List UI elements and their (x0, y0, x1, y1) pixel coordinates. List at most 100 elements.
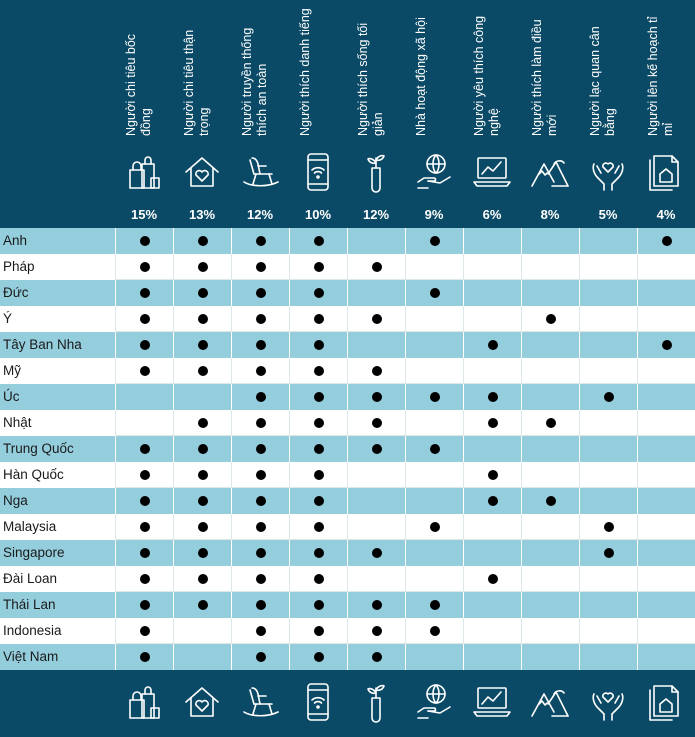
table-cell (173, 514, 231, 540)
table-cell (173, 306, 231, 332)
table-cell (347, 488, 405, 514)
mark-dot (314, 418, 324, 428)
table-row: Mỹ (0, 358, 695, 384)
table-cell (521, 436, 579, 462)
table-cell (463, 280, 521, 306)
column-percent: 8% (540, 207, 560, 222)
table-cell (521, 280, 579, 306)
column-percent: 13% (188, 207, 216, 222)
table-row: Tây Ban Nha (0, 332, 695, 358)
smartphone-wifi-icon (298, 150, 338, 194)
country-label: Malaysia (3, 519, 57, 534)
table-cell (289, 306, 347, 332)
country-label: Đài Loan (3, 571, 58, 586)
column-header: Người thích làm điều mới 8% (521, 0, 579, 228)
table-cell (231, 566, 289, 592)
table-cell (463, 618, 521, 644)
mark-dot (314, 496, 324, 506)
column-percent: 12% (362, 207, 390, 222)
table-cell (405, 228, 463, 254)
table-cell (231, 514, 289, 540)
country-label: Mỹ (3, 363, 21, 378)
table-cell (463, 358, 521, 384)
mark-dot (198, 314, 208, 324)
documents-home-icon (646, 150, 686, 194)
table-cell (521, 540, 579, 566)
table-cell (579, 436, 637, 462)
table-cell (347, 462, 405, 488)
mark-dot (314, 470, 324, 480)
table-cell (115, 280, 173, 306)
table-cell (405, 332, 463, 358)
mark-dot (140, 574, 150, 584)
table-cell (289, 358, 347, 384)
mark-dot (140, 626, 150, 636)
table-cell (637, 332, 695, 358)
mark-dot (430, 236, 440, 246)
mark-dot (140, 470, 150, 480)
mark-dot (314, 522, 324, 532)
table-cell (231, 358, 289, 384)
mark-dot (256, 652, 266, 662)
table-cell (637, 280, 695, 306)
table-cell (115, 644, 173, 670)
mountains-icon (530, 680, 570, 724)
table-cell (173, 462, 231, 488)
column-label: Người yêu thích công nghệ (472, 15, 501, 136)
mark-dot (140, 444, 150, 454)
column-header: Người thích sống tối giản 12% (347, 0, 405, 228)
column-percent: 5% (598, 207, 618, 222)
table-row: Indonesia (0, 618, 695, 644)
table-cell (115, 540, 173, 566)
table-cell (347, 618, 405, 644)
mark-dot (256, 366, 266, 376)
mark-dot (488, 418, 498, 428)
table-cell (231, 618, 289, 644)
table-cell (347, 644, 405, 670)
table-cell (115, 592, 173, 618)
table-cell (637, 410, 695, 436)
table-cell (405, 514, 463, 540)
table-cell (231, 644, 289, 670)
column-header: Người chi tiêu thận trọng 13% (173, 0, 231, 228)
mark-dot (314, 626, 324, 636)
mark-dot (662, 340, 672, 350)
country-label: Tây Ban Nha (3, 337, 82, 352)
mark-dot (662, 236, 672, 246)
table-cell (115, 254, 173, 280)
sprout-tube-icon (356, 150, 396, 194)
table-cell (115, 306, 173, 332)
shopping-bags-icon (124, 150, 164, 194)
mark-dot (372, 626, 382, 636)
table-cell (637, 644, 695, 670)
country-label: Trung Quốc (3, 441, 74, 456)
mark-dot (256, 626, 266, 636)
column-percent: 10% (304, 207, 332, 222)
mark-dot (314, 314, 324, 324)
hands-heart-icon (588, 680, 628, 724)
table-cell (173, 228, 231, 254)
table-row: Đài Loan (0, 566, 695, 592)
table-cell (637, 540, 695, 566)
table-cell (347, 436, 405, 462)
table-cell (637, 358, 695, 384)
table-cell (115, 332, 173, 358)
mark-dot (314, 600, 324, 610)
mark-dot (488, 574, 498, 584)
column-header: Nhà hoạt động xã hội 9% (405, 0, 463, 228)
table-cell (115, 410, 173, 436)
table-cell (405, 618, 463, 644)
table-cell (231, 280, 289, 306)
table-cell (463, 332, 521, 358)
hands-heart-icon (588, 150, 628, 194)
table-cell (463, 514, 521, 540)
mark-dot (140, 340, 150, 350)
table-cell (115, 488, 173, 514)
table-cell (637, 306, 695, 332)
table-cell (231, 332, 289, 358)
mark-dot (314, 652, 324, 662)
table-cell (231, 592, 289, 618)
column-header: Người chi tiêu bốc đồng 15% (115, 0, 173, 228)
table-cell (637, 592, 695, 618)
table-cell (579, 488, 637, 514)
